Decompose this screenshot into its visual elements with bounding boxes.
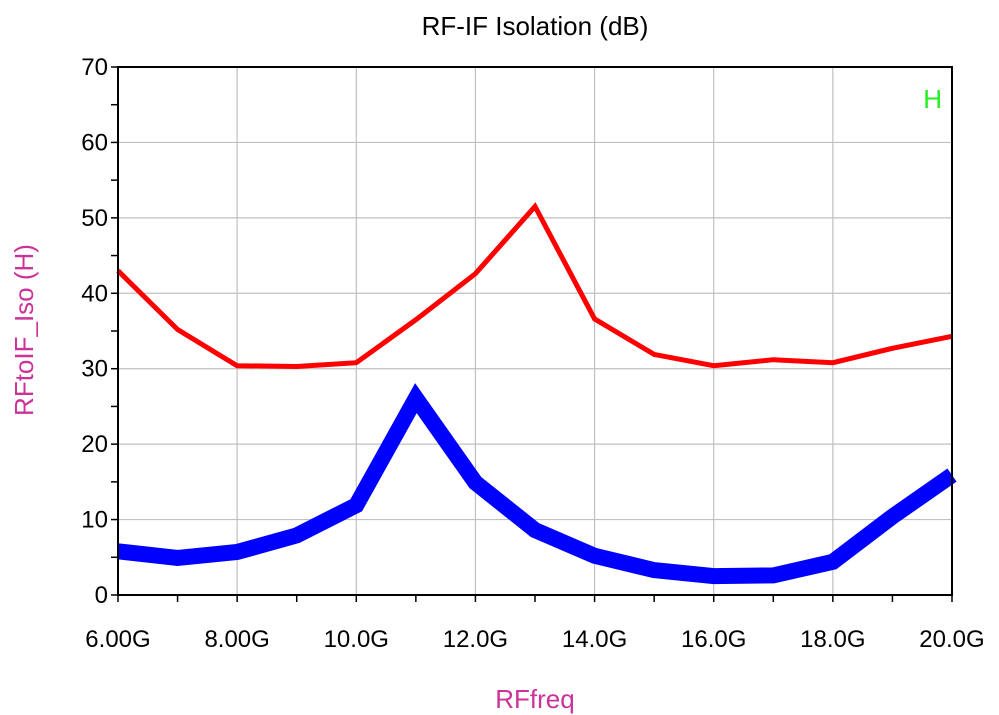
series-line-2 <box>117 383 957 585</box>
x-tick-label: 20.0G <box>919 626 984 653</box>
x-tick-label: 8.00G <box>204 626 269 653</box>
plot-frame <box>117 66 953 596</box>
series-line-1 <box>116 202 953 370</box>
x-tick-label: 12.0G <box>443 626 508 653</box>
y-tick-label: 20 <box>81 431 108 458</box>
x-tick-label: 14.0G <box>562 626 627 653</box>
x-axis-label: RFfreq <box>495 684 574 714</box>
y-axis-ticks: 0 10 20 30 40 50 60 70 <box>81 54 108 609</box>
chart-title: RF-IF Isolation (dB) <box>422 11 649 41</box>
x-tick-label: 18.0G <box>800 626 865 653</box>
y-tick-label: 50 <box>81 205 108 232</box>
legend-marker-h: H <box>923 84 942 114</box>
minor-ticks <box>111 66 953 602</box>
y-tick-label: 70 <box>81 54 108 81</box>
y-tick-label: 40 <box>81 280 108 307</box>
y-tick-label: 60 <box>81 129 108 156</box>
y-tick-label: 0 <box>95 582 108 609</box>
y-axis-label: RFtoIF_Iso (H) <box>9 244 39 416</box>
x-tick-label: 16.0G <box>681 626 746 653</box>
series-layer <box>116 202 957 585</box>
x-tick-label: 10.0G <box>324 626 389 653</box>
y-tick-label: 10 <box>81 507 108 534</box>
x-axis-ticks: 6.00G 8.00G 10.0G 12.0G 14.0G 16.0G 18.0G 20.0G <box>85 626 984 653</box>
x-tick-label: 6.00G <box>85 626 150 653</box>
grid-lines <box>117 66 953 596</box>
y-tick-label: 30 <box>81 356 108 383</box>
